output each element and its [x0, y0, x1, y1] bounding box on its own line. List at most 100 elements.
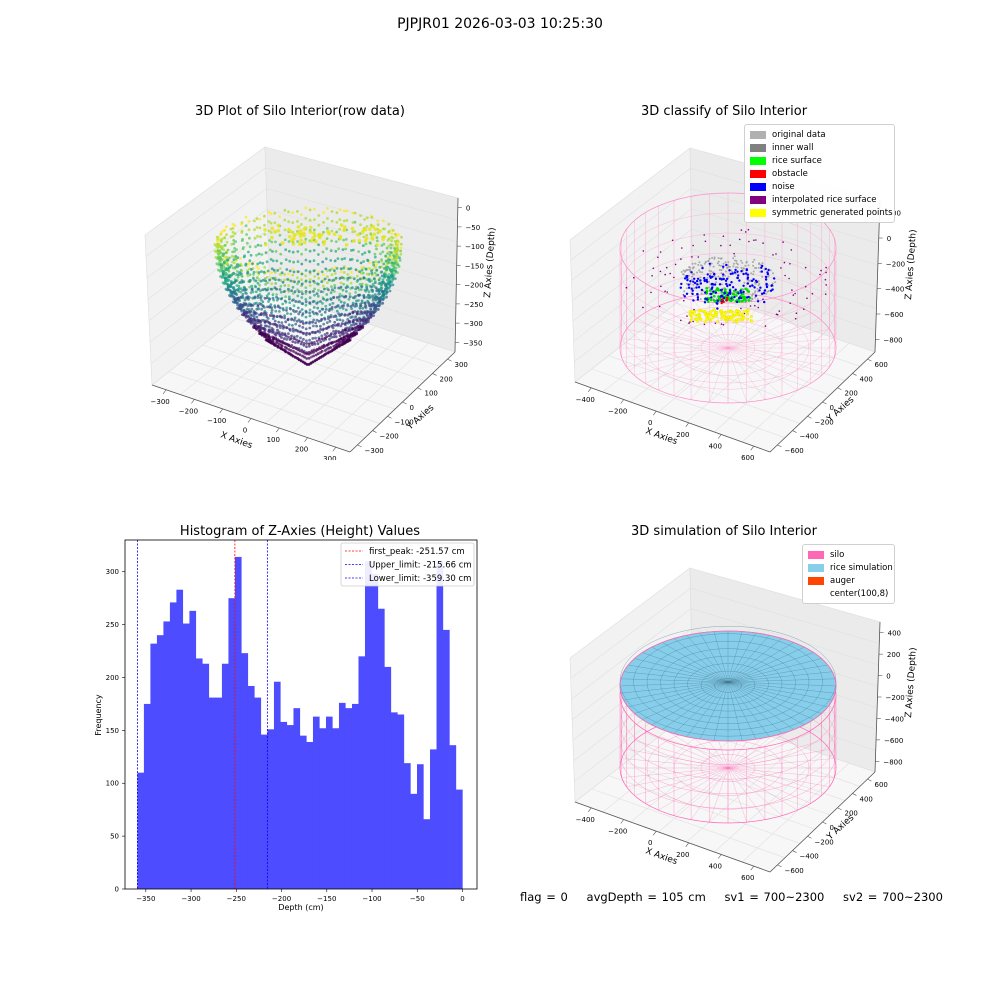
data-point: [319, 324, 322, 328]
histogram-bar: [443, 629, 450, 889]
data-point: [711, 313, 715, 317]
data-point: [697, 309, 701, 313]
histogram-bar: [299, 735, 307, 889]
data-point: [225, 255, 228, 259]
data-point: [305, 321, 308, 325]
data-point: [371, 298, 375, 302]
data-point: [254, 285, 258, 289]
y-tick-label: 200: [440, 375, 453, 383]
data-point: [699, 279, 702, 282]
data-point: [277, 278, 281, 282]
data-point: [338, 318, 342, 322]
y-tick-label: 150: [106, 727, 119, 735]
data-point: [291, 329, 295, 333]
data-point: [312, 354, 315, 358]
data-point: [278, 306, 282, 310]
data-point: [764, 275, 768, 279]
data-point: [294, 328, 297, 332]
data-point: [269, 258, 273, 261]
data-point: [720, 272, 723, 275]
z-tick-label: −400: [885, 286, 904, 294]
data-point: [373, 281, 377, 284]
data-point: [395, 251, 399, 254]
data-point: [362, 260, 365, 263]
data-point: [825, 266, 827, 269]
data-point: [760, 292, 764, 295]
data-point: [373, 293, 377, 297]
data-point: [693, 273, 695, 275]
data-point: [794, 317, 797, 320]
data-point: [327, 343, 330, 346]
data-point: [284, 295, 287, 299]
data-point: [265, 260, 269, 264]
data-point: [304, 310, 308, 314]
data-point: [282, 337, 286, 340]
data-point: [273, 319, 277, 323]
data-point: [714, 277, 718, 281]
data-point: [337, 331, 341, 335]
histogram-bar: [351, 703, 359, 889]
data-point: [664, 290, 666, 293]
data-point: [320, 337, 324, 341]
panel4-title: 3D simulation of Silo Interior: [631, 524, 817, 539]
data-point: [765, 283, 768, 286]
data-point: [299, 330, 303, 334]
data-point: [625, 286, 628, 289]
data-point: [382, 262, 386, 266]
rice-mesh-spoke: [628, 664, 729, 683]
data-point: [257, 278, 261, 281]
data-point: [284, 248, 288, 252]
data-point: [391, 277, 395, 280]
data-point: [225, 240, 229, 244]
grid-line: [293, 334, 403, 434]
data-point: [243, 298, 247, 302]
data-point: [312, 279, 315, 283]
grid-line: [145, 167, 266, 257]
data-point: [679, 286, 682, 289]
data-point: [339, 223, 344, 227]
data-point: [752, 261, 754, 263]
data-point: [343, 209, 346, 213]
data-point: [708, 262, 711, 265]
data-point: [652, 267, 655, 270]
data-point: [680, 271, 683, 273]
data-point: [263, 265, 267, 269]
data-point: [720, 316, 724, 320]
data-point: [304, 274, 308, 278]
data-point: [293, 355, 297, 359]
data-point: [317, 234, 322, 239]
data-point: [362, 294, 366, 298]
data-point: [316, 306, 320, 310]
data-point: [737, 292, 740, 295]
x-axis-line: [574, 381, 771, 453]
data-point: [335, 318, 339, 321]
data-point: [701, 271, 704, 274]
rice-mesh-spoke: [727, 681, 822, 714]
data-point: [720, 264, 722, 267]
data-point: [766, 290, 769, 293]
x-tick-label: 400: [709, 443, 722, 451]
data-point: [302, 332, 306, 335]
data-point: [258, 261, 262, 265]
data-point: [729, 310, 733, 314]
panel2-points: [625, 228, 827, 327]
data-point: [736, 276, 739, 280]
data-point: [270, 271, 273, 275]
data-point: [372, 303, 376, 307]
data-point: [747, 299, 751, 302]
x-tick-label: 0: [460, 895, 464, 903]
data-point: [363, 218, 366, 221]
data-point: [314, 353, 318, 357]
data-point: [690, 278, 693, 281]
data-point: [339, 281, 343, 285]
data-point: [290, 317, 294, 321]
data-point: [312, 269, 316, 273]
data-point: [334, 331, 338, 335]
data-point: [658, 305, 661, 308]
z-tick-label: −150: [465, 262, 484, 270]
data-point: [740, 312, 744, 316]
data-point: [682, 269, 685, 272]
y-tick: [402, 401, 407, 405]
data-point: [820, 269, 822, 272]
data-point: [703, 320, 707, 324]
